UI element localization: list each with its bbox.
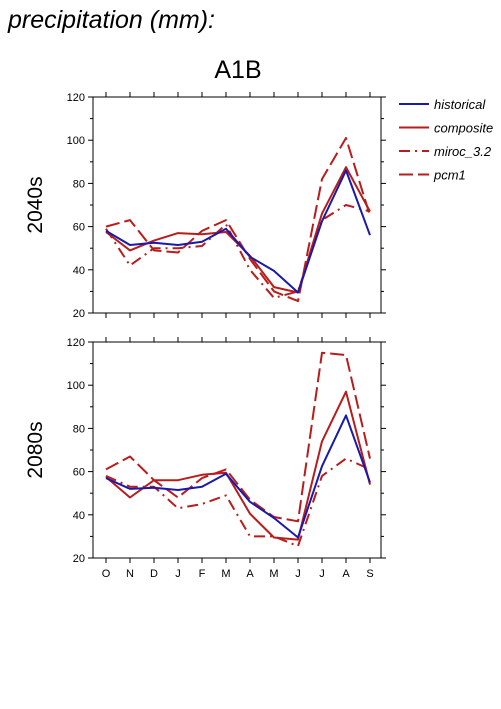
y-tick-label: 60 — [73, 467, 85, 479]
x-tick-label: M — [221, 568, 230, 580]
chart-panels: 20 40 60 80 100 120 2040s 20 40 60 80 100 120 O N D J F M A… — [24, 92, 386, 580]
y-tick-label: 20 — [73, 308, 85, 320]
legend-label-miroc_3.2: miroc_3.2 — [434, 144, 492, 159]
series-line-miroc_3.2 — [105, 204, 371, 299]
x-tick-label: A — [246, 568, 254, 580]
x-tick-label: J — [295, 568, 301, 580]
series-line-composite — [105, 390, 371, 541]
chart-legend: historical composite miroc_3.2 pcm1 — [399, 97, 493, 183]
series-line-historical — [105, 414, 371, 539]
y-tick-label: 120 — [67, 337, 85, 349]
x-tick-label: F — [199, 568, 206, 580]
panel-frame — [92, 96, 382, 314]
x-tick-label: S — [366, 568, 373, 580]
y-tick-label: 80 — [73, 178, 85, 190]
panel-2080s: 20 40 60 80 100 120 O N D J F M A M J J A S 2080s — [24, 337, 386, 580]
scenario-title: A1B — [214, 56, 262, 84]
legend-label-historical: historical — [434, 97, 486, 112]
y-tick-label: 60 — [73, 222, 85, 234]
x-tick-label: J — [319, 568, 325, 580]
x-tick-label: J — [175, 568, 181, 580]
legend-label-pcm1: pcm1 — [433, 168, 466, 183]
panel-row-label: 2080s — [24, 421, 47, 478]
y-tick-label: 40 — [73, 265, 85, 277]
series-line-miroc_3.2 — [105, 457, 371, 548]
x-tick-label: D — [150, 568, 158, 580]
panel-2040s: 20 40 60 80 100 120 2040s — [24, 92, 386, 320]
y-tick-label: 100 — [67, 380, 85, 392]
series-line-composite — [105, 166, 371, 294]
y-tick-label: 120 — [67, 92, 85, 104]
page-title: precipitation (mm): — [8, 6, 215, 34]
x-tick-label: N — [126, 568, 134, 580]
series-line-pcm1 — [105, 351, 371, 523]
y-tick-label: 100 — [67, 135, 85, 147]
x-tick-label: A — [342, 568, 350, 580]
series-line-pcm1 — [105, 137, 371, 303]
x-tick-label: M — [269, 568, 278, 580]
x-tick-label: O — [102, 568, 111, 580]
legend-label-composite: composite — [434, 121, 493, 136]
panel-row-label: 2040s — [24, 176, 47, 233]
y-tick-label: 20 — [73, 553, 85, 565]
series-line-historical — [105, 169, 371, 294]
y-tick-label: 80 — [73, 423, 85, 435]
y-tick-label: 40 — [73, 510, 85, 522]
panel-frame — [92, 341, 382, 559]
